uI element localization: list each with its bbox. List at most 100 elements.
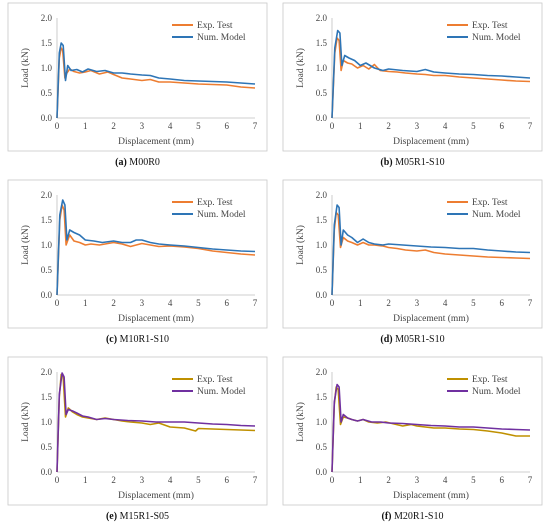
x-tick-label: 4: [443, 298, 448, 308]
y-tick-label: 2.0: [41, 13, 53, 23]
x-tick-label: 5: [196, 298, 201, 308]
y-tick-label: 0.0: [316, 113, 328, 123]
x-tick-label: 1: [358, 298, 363, 308]
y-tick-label: 0.0: [41, 467, 53, 477]
chart-panel-4: 0 1 2 3 4 5 6 7 0.0 0.5 1.0 1.5 2.0 Displacement (mm)…: [275, 177, 550, 354]
x-tick-label: 2: [386, 298, 391, 308]
x-tick-label: 1: [358, 121, 363, 131]
x-tick-label: 4: [168, 475, 173, 485]
x-tick-label: 7: [253, 475, 258, 485]
x-tick-label: 4: [443, 475, 448, 485]
legend-label: Exp. Test: [472, 198, 508, 208]
y-tick-label: 0.5: [316, 88, 328, 98]
y-axis-title: Load (kN): [20, 402, 31, 442]
chart-frame: [7, 2, 268, 152]
y-axis-title: Load (kN): [295, 402, 306, 442]
y-tick-label: 0.0: [41, 290, 53, 300]
legend-label: Exp. Test: [197, 21, 233, 31]
y-tick-label: 2.0: [316, 367, 328, 377]
chart-panel-6: 0 1 2 3 4 5 6 7 0.0 0.5 1.0 1.5 2.0 Displacement (mm)…: [275, 354, 550, 531]
legend-label: Exp. Test: [472, 375, 508, 385]
chart-svg: 0 1 2 3 4 5 6 7 0.0 0.5 1.0 1.5 2.0 Displacement (mm)…: [282, 356, 543, 522]
x-tick-label: 0: [55, 475, 60, 485]
x-tick-label: 7: [253, 121, 258, 131]
x-tick-label: 3: [415, 121, 420, 131]
x-tick-label: 6: [499, 298, 504, 308]
x-axis-title: Displacement (mm): [118, 490, 194, 501]
y-tick-label: 1.5: [41, 38, 53, 48]
x-tick-label: 5: [471, 475, 476, 485]
legend-label: Num. Model: [197, 387, 246, 397]
chart-frame: [7, 356, 268, 506]
y-tick-label: 2.0: [41, 190, 53, 200]
y-tick-label: 1.5: [316, 215, 328, 225]
x-tick-label: 6: [499, 121, 504, 131]
x-axis-title: Displacement (mm): [393, 136, 469, 147]
x-tick-label: 1: [358, 475, 363, 485]
x-axis-title: Displacement (mm): [393, 313, 469, 324]
x-tick-label: 0: [330, 475, 335, 485]
x-tick-label: 2: [111, 475, 116, 485]
y-tick-label: 1.0: [316, 417, 328, 427]
panel-caption: (b) M05R1-S10: [380, 157, 444, 168]
x-tick-label: 2: [111, 298, 116, 308]
legend-label: Num. Model: [197, 33, 246, 43]
y-tick-label: 0.5: [316, 442, 328, 452]
panel-caption: (c) M10R1-S10: [106, 334, 169, 345]
y-tick-label: 1.0: [316, 63, 328, 73]
y-tick-label: 1.0: [41, 240, 53, 250]
x-tick-label: 4: [443, 121, 448, 131]
y-tick-label: 0.5: [41, 265, 53, 275]
chart-svg: 0 1 2 3 4 5 6 7 0.0 0.5 1.0 1.5 2.0 Displacement (mm)…: [282, 179, 543, 345]
x-tick-label: 0: [330, 121, 335, 131]
x-tick-label: 4: [168, 298, 173, 308]
series-line-2: [331, 383, 531, 473]
chart-svg: 0 1 2 3 4 5 6 7 0.0 0.5 1.0 1.5 2.0 Displacement (mm)…: [282, 2, 543, 168]
y-tick-label: 1.0: [41, 417, 53, 427]
y-tick-label: 1.0: [41, 63, 53, 73]
legend-label: Num. Model: [472, 387, 521, 397]
chart-frame: [282, 356, 543, 506]
x-tick-label: 6: [224, 298, 229, 308]
x-tick-label: 5: [471, 298, 476, 308]
x-tick-label: 1: [83, 298, 88, 308]
x-tick-label: 1: [83, 475, 88, 485]
y-tick-label: 2.0: [316, 13, 328, 23]
chart-frame: [282, 179, 543, 329]
y-tick-label: 0.0: [316, 290, 328, 300]
y-tick-label: 0.0: [41, 113, 53, 123]
x-tick-label: 1: [83, 121, 88, 131]
x-tick-label: 7: [528, 475, 533, 485]
chart-svg: 0 1 2 3 4 5 6 7 0.0 0.5 1.0 1.5 2.0 Displacement (mm)…: [7, 179, 268, 345]
x-tick-label: 6: [499, 475, 504, 485]
x-tick-label: 3: [140, 475, 145, 485]
y-tick-label: 0.5: [41, 88, 53, 98]
x-tick-label: 3: [140, 298, 145, 308]
series-line-2: [331, 29, 531, 119]
chart-panel-3: 0 1 2 3 4 5 6 7 0.0 0.5 1.0 1.5 2.0 Displacement (mm)…: [0, 177, 275, 354]
legend-label: Num. Model: [472, 210, 521, 220]
chart-svg: 0 1 2 3 4 5 6 7 0.0 0.5 1.0 1.5 2.0 Displacement (mm)…: [7, 356, 268, 522]
chart-panel-2: 0 1 2 3 4 5 6 7 0.0 0.5 1.0 1.5 2.0 Displacement (mm)…: [275, 0, 550, 177]
y-tick-label: 0.0: [316, 467, 328, 477]
series-line-2: [56, 372, 256, 473]
y-tick-label: 1.5: [41, 215, 53, 225]
series-line-2: [331, 204, 531, 296]
x-tick-label: 4: [168, 121, 173, 131]
legend-label: Num. Model: [472, 33, 521, 43]
x-tick-label: 7: [528, 121, 533, 131]
x-axis-title: Displacement (mm): [118, 136, 194, 147]
x-tick-label: 2: [111, 121, 116, 131]
panel-caption: (a) M00R0: [115, 157, 160, 168]
x-tick-label: 5: [471, 121, 476, 131]
chart-svg: 0 1 2 3 4 5 6 7 0.0 0.5 1.0 1.5 2.0 Displacement (mm)…: [7, 2, 268, 168]
series-line-1: [56, 204, 256, 296]
x-tick-label: 6: [224, 475, 229, 485]
legend-label: Exp. Test: [197, 198, 233, 208]
y-axis-title: Load (kN): [20, 48, 31, 88]
legend-label: Exp. Test: [472, 21, 508, 31]
x-axis-title: Displacement (mm): [393, 490, 469, 501]
legend-label: Num. Model: [197, 210, 246, 220]
y-tick-label: 0.5: [41, 442, 53, 452]
series-line-2: [56, 199, 256, 296]
